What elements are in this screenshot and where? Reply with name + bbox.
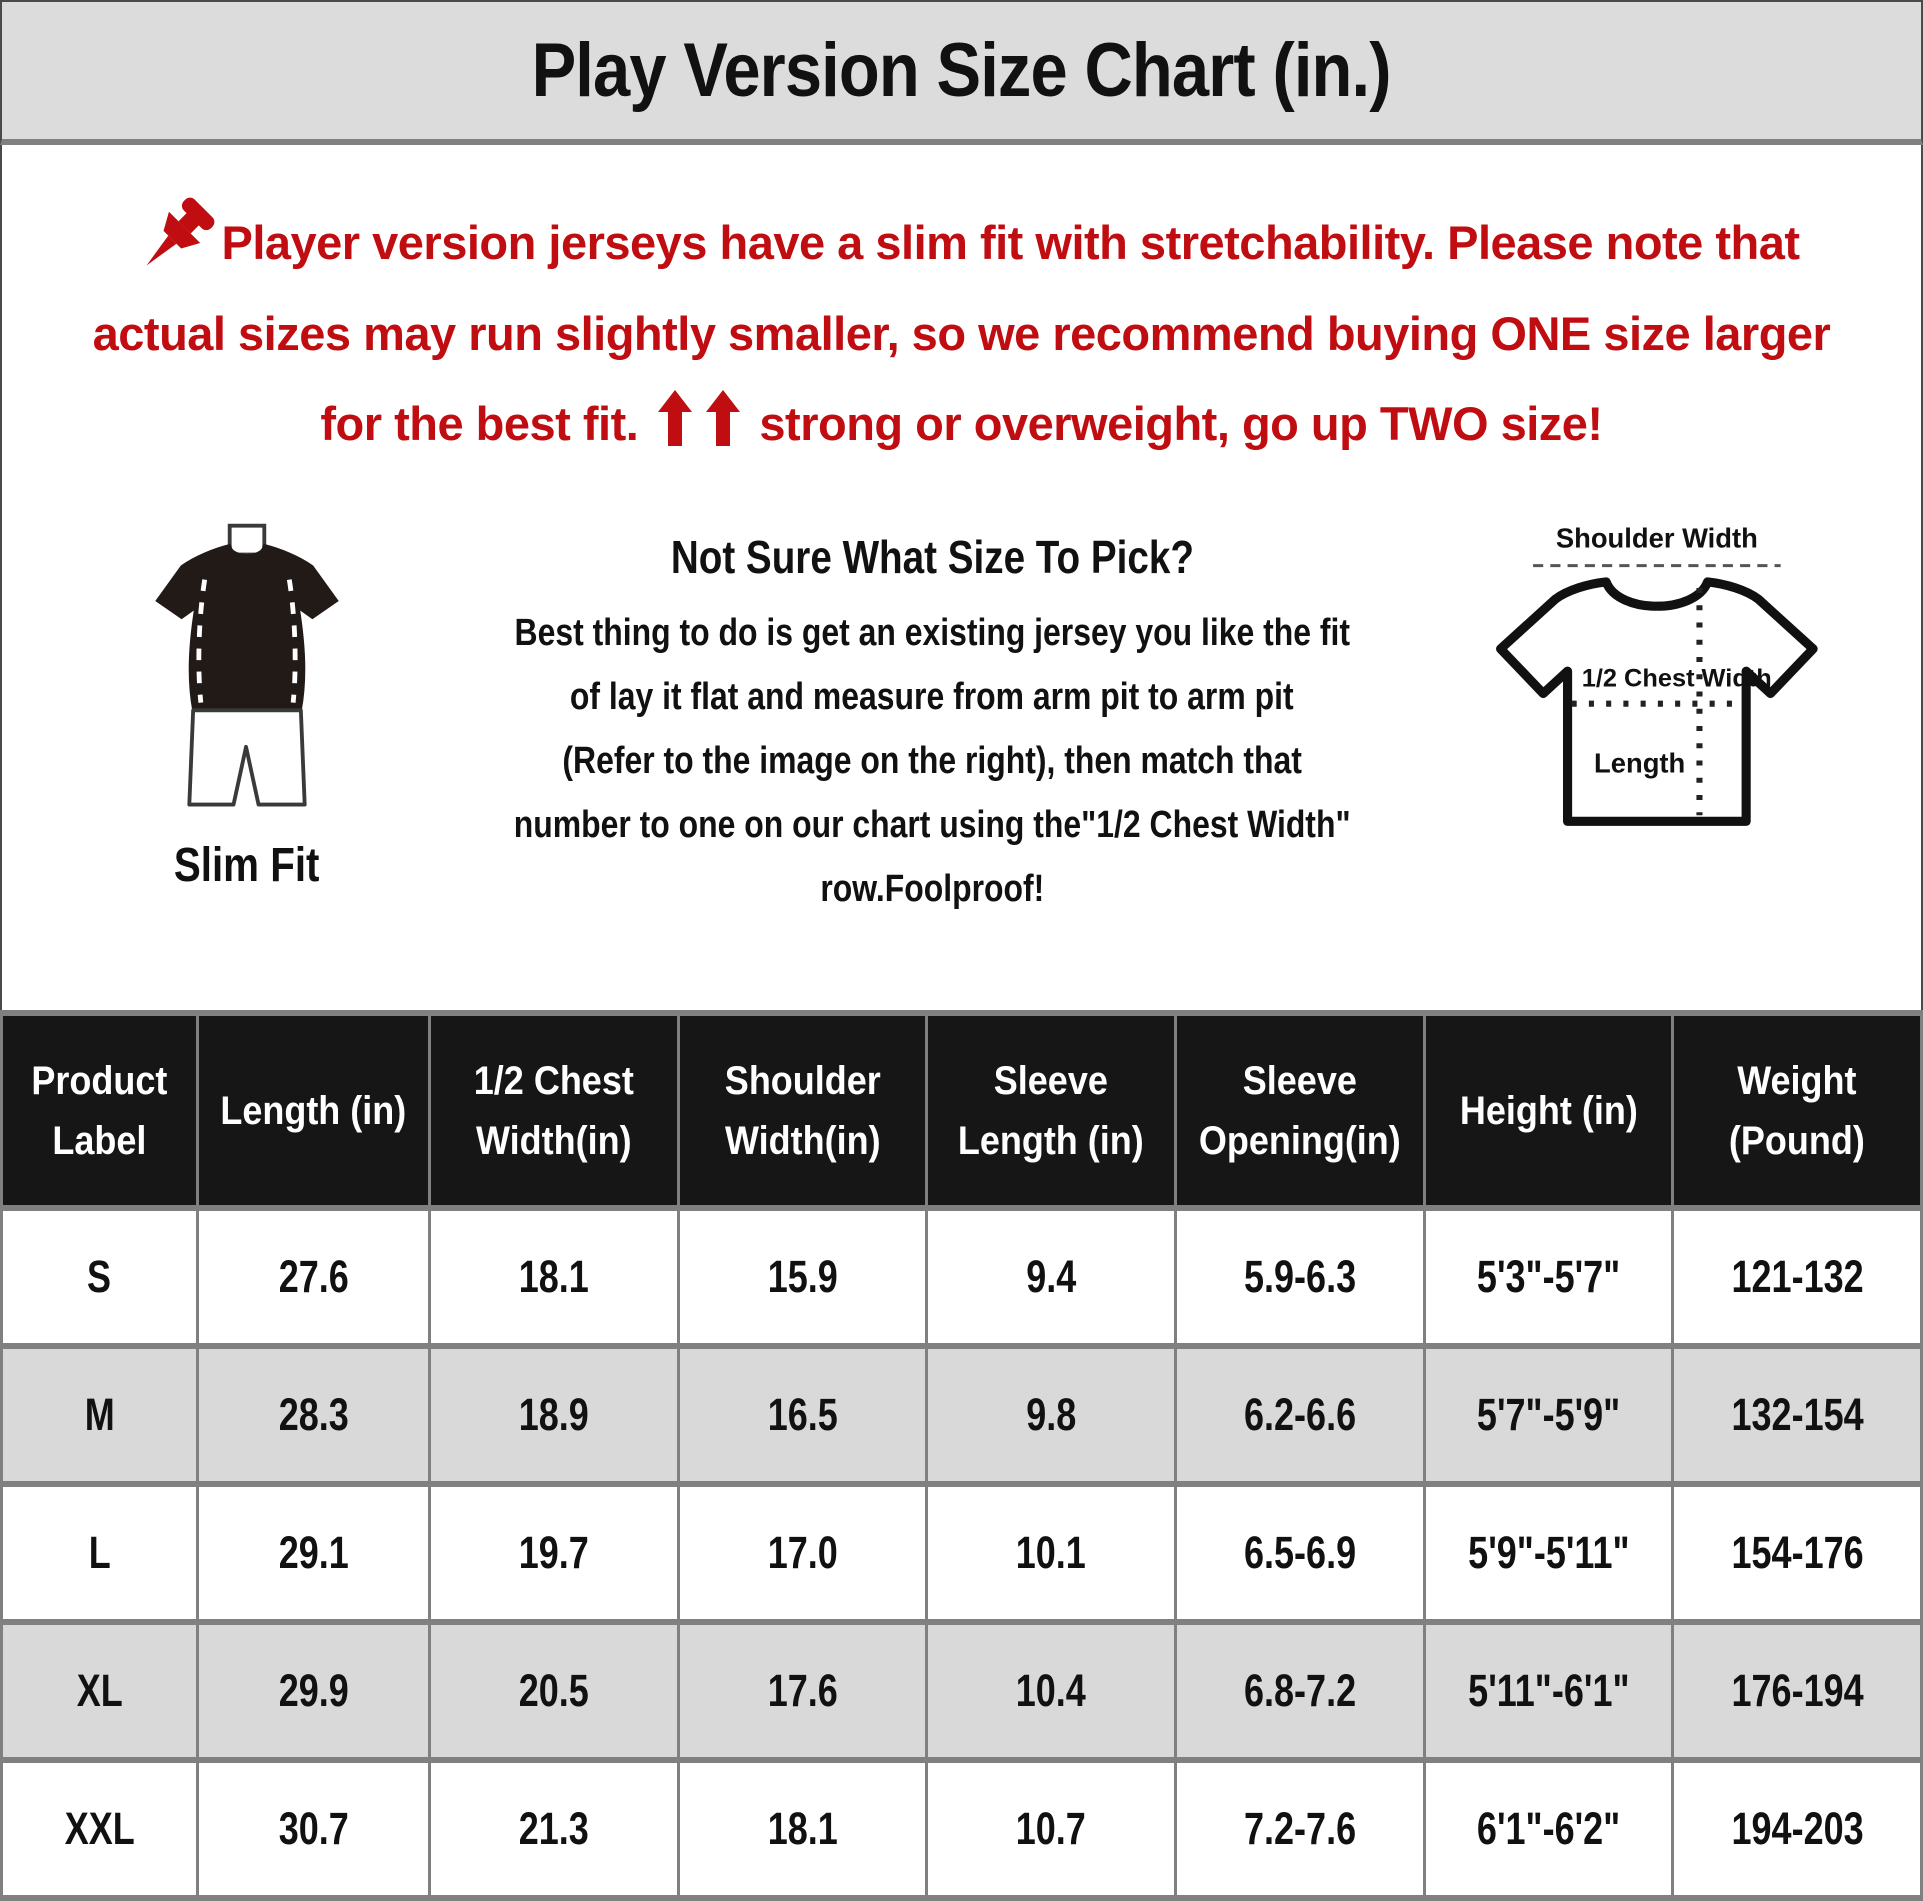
size-cell: 29.9 xyxy=(195,1619,432,1763)
fit-warning-text-3a: for the best fit. xyxy=(320,397,639,450)
size-cell: 10.1 xyxy=(925,1481,1178,1625)
measurement-diagram-block: Shoulder Width 1/2 Chest Width Length xyxy=(1452,521,1882,871)
size-cell: 5'11"-6'1" xyxy=(1422,1619,1675,1763)
up-arrow-icon xyxy=(657,390,692,446)
column-header-half-chest-width: 1/2 Chest Width(in) xyxy=(428,1010,680,1211)
size-row-s: S 27.6 18.1 15.9 9.4 5.9-6.3 5'3"-5'7" 1… xyxy=(0,1205,1923,1349)
size-guide-line: of lay it flat and measure from arm pit … xyxy=(570,676,1294,718)
size-guide-line: Best thing to do is get an existing jers… xyxy=(514,612,1350,654)
size-cell: 17.0 xyxy=(676,1481,929,1625)
size-cell: M xyxy=(0,1343,199,1487)
size-guide-heading: Not Sure What Size To Pick? xyxy=(670,531,1194,583)
size-cell: 17.6 xyxy=(676,1619,929,1763)
size-guide-line: row.Foolproof! xyxy=(820,868,1044,910)
size-cell: 30.7 xyxy=(195,1757,432,1901)
size-cell: XXL xyxy=(0,1757,199,1901)
size-cell: 9.4 xyxy=(925,1205,1178,1349)
size-cell: 5'3"-5'7" xyxy=(1422,1205,1675,1349)
column-header-product-label: Product Label xyxy=(0,1010,199,1211)
size-cell: 10.7 xyxy=(925,1757,1178,1901)
size-cell: 5.9-6.3 xyxy=(1174,1205,1426,1349)
size-row-l: L 29.1 19.7 17.0 10.1 6.5-6.9 5'9"-5'11"… xyxy=(0,1481,1923,1625)
size-guide-text: Not Sure What Size To Pick? Best thing t… xyxy=(412,527,1452,921)
tshirt-measurement-diagram: Shoulder Width 1/2 Chest Width Length xyxy=(1496,522,1818,826)
size-guide-line: (Refer to the image on the right), then … xyxy=(562,740,1302,782)
size-cell: 5'9"-5'11" xyxy=(1422,1481,1675,1625)
chest-width-label: 1/2 Chest Width xyxy=(1582,664,1772,692)
size-chart-table: Product Label Length (in) 1/2 Chest Widt… xyxy=(0,1010,1923,1901)
size-cell: 132-154 xyxy=(1671,1343,1923,1487)
size-cell: L xyxy=(0,1481,199,1625)
column-header-weight: Weight (Pound) xyxy=(1671,1010,1923,1211)
column-header-sleeve-length: Sleeve Length (in) xyxy=(925,1010,1178,1211)
fit-warning-text-2: actual sizes may run slightly smaller, s… xyxy=(92,307,1831,360)
slim-fit-figure xyxy=(155,523,339,807)
size-cell: 18.1 xyxy=(676,1757,929,1901)
size-cell: 121-132 xyxy=(1671,1205,1923,1349)
size-cell: XL xyxy=(0,1619,199,1763)
fit-warning-line-1: Player version jerseys have a slim fit w… xyxy=(2,193,1921,289)
title-bar: Play Version Size Chart (in.) xyxy=(0,0,1923,145)
size-cell: 19.7 xyxy=(428,1481,680,1625)
size-cell: 6'1"-6'2" xyxy=(1422,1757,1675,1901)
size-cell: 6.5-6.9 xyxy=(1174,1481,1426,1625)
up-arrow-icon xyxy=(705,390,740,446)
size-cell: 194-203 xyxy=(1671,1757,1923,1901)
size-cell: S xyxy=(0,1205,199,1349)
pushpin-icon xyxy=(147,197,215,266)
size-row-xxl: XXL 30.7 21.3 18.1 10.7 7.2-7.6 6'1"-6'2… xyxy=(0,1757,1923,1901)
size-row-xl: XL 29.9 20.5 17.6 10.4 6.8-7.2 5'11"-6'1… xyxy=(0,1619,1923,1763)
size-cell: 18.1 xyxy=(428,1205,680,1349)
column-header-sleeve-opening: Sleeve Opening(in) xyxy=(1174,1010,1426,1211)
size-cell: 9.8 xyxy=(925,1343,1178,1487)
shoulder-width-label: Shoulder Width xyxy=(1556,522,1758,553)
size-guide-line: number to one on our chart using the"1/2… xyxy=(513,804,1351,846)
fit-warning-line-2: actual sizes may run slightly smaller, s… xyxy=(2,289,1921,379)
fit-warning-note: Player version jerseys have a slim fit w… xyxy=(2,193,1921,469)
fit-warning-text-3b: strong or overweight, go up TWO size! xyxy=(759,397,1603,450)
column-header-height: Height (in) xyxy=(1422,1010,1675,1211)
fit-warning-text-1: Player version jerseys have a slim fit w… xyxy=(221,216,1800,269)
size-cell: 176-194 xyxy=(1671,1619,1923,1763)
column-header-length: Length (in) xyxy=(195,1010,432,1211)
size-cell: 21.3 xyxy=(428,1757,680,1901)
page-title: Play Version Size Chart (in.) xyxy=(531,28,1392,113)
size-cell: 29.1 xyxy=(195,1481,432,1625)
size-cell: 6.8-7.2 xyxy=(1174,1619,1426,1763)
size-cell: 5'7"-5'9" xyxy=(1422,1343,1675,1487)
size-cell: 6.2-6.6 xyxy=(1174,1343,1426,1487)
header-row: Product Label Length (in) 1/2 Chest Widt… xyxy=(0,1010,1923,1211)
size-cell: 20.5 xyxy=(428,1619,680,1763)
size-cell: 7.2-7.6 xyxy=(1174,1757,1426,1901)
size-cell: 28.3 xyxy=(195,1343,432,1487)
slim-fit-label: Slim Fit xyxy=(174,839,320,892)
size-cell: 18.9 xyxy=(428,1343,680,1487)
size-cell: 27.6 xyxy=(195,1205,432,1349)
size-cell: 16.5 xyxy=(676,1343,929,1487)
size-row-m: M 28.3 18.9 16.5 9.8 6.2-6.6 5'7"-5'9" 1… xyxy=(0,1343,1923,1487)
size-guide-row: Slim Fit Not Sure What Size To Pick? Bes… xyxy=(2,519,1921,921)
content-section: Player version jerseys have a slim fit w… xyxy=(0,145,1923,1010)
size-cell: 15.9 xyxy=(676,1205,929,1349)
slim-fit-block: Slim Fit xyxy=(82,519,412,893)
length-label: Length xyxy=(1594,748,1685,779)
column-header-shoulder-width: Shoulder Width(in) xyxy=(676,1010,929,1211)
size-cell: 10.4 xyxy=(925,1619,1178,1763)
fit-warning-line-3: for the best fit. strong or overweight, … xyxy=(2,379,1921,469)
size-cell: 154-176 xyxy=(1671,1481,1923,1625)
